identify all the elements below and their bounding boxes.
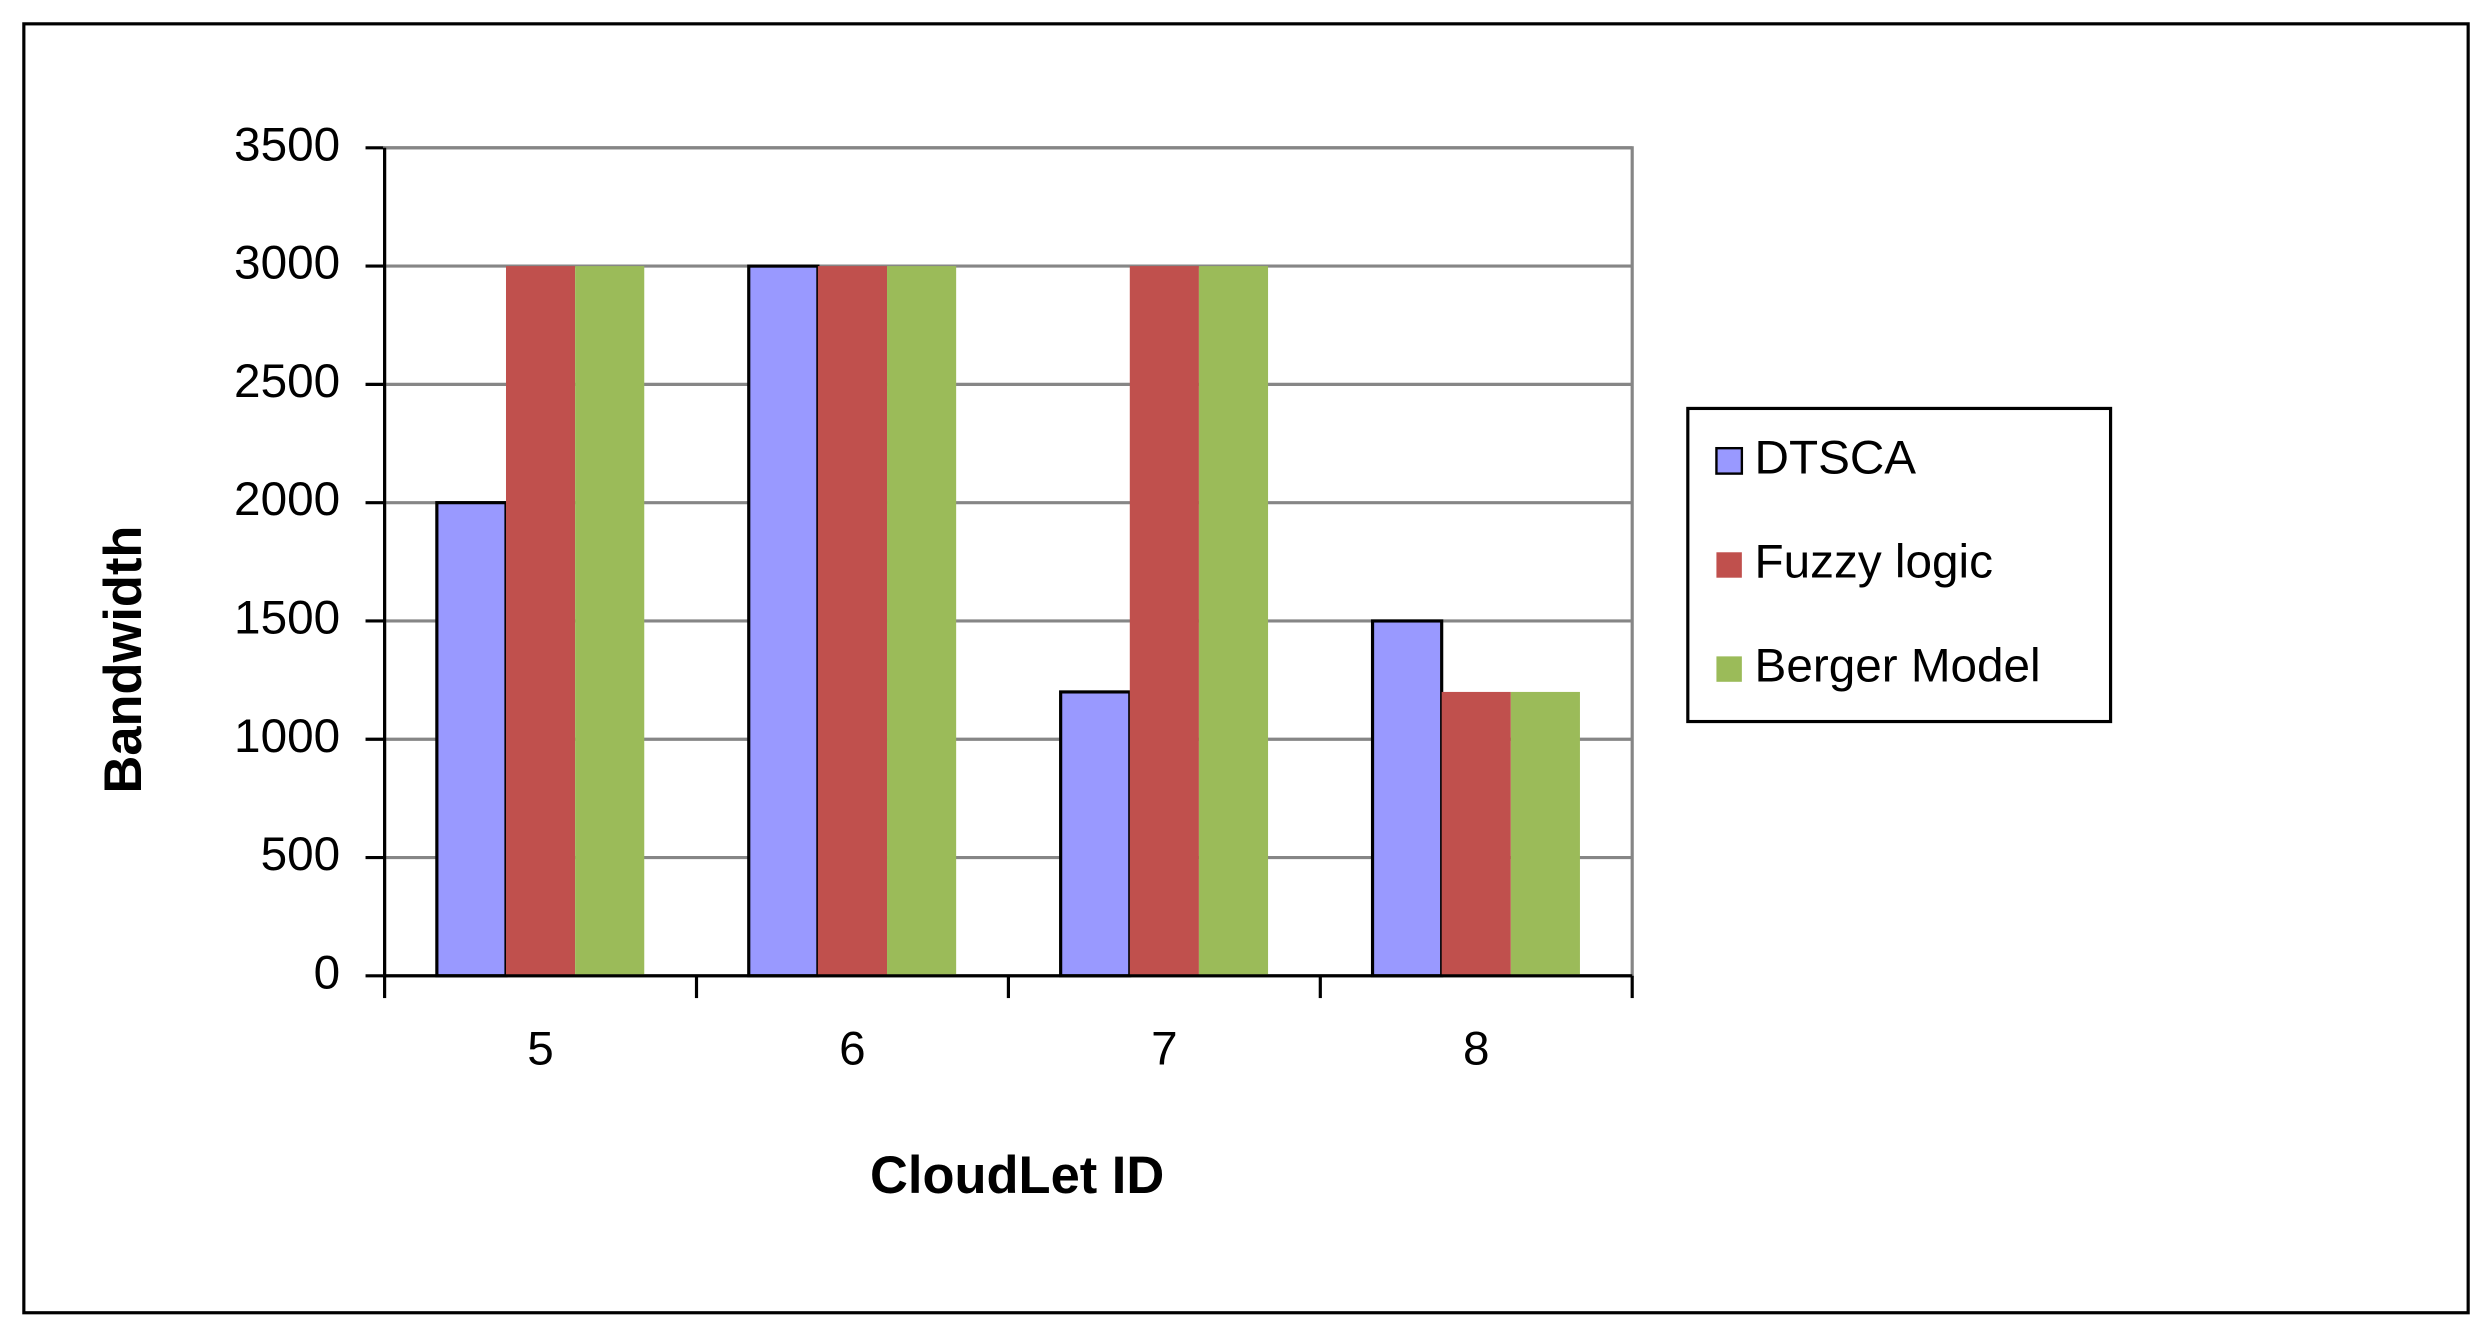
y-tick-label: 1000 <box>234 710 340 763</box>
bar <box>1129 266 1199 976</box>
x-tick-label: 6 <box>839 1023 866 1076</box>
x-tick-label: 8 <box>1463 1023 1490 1076</box>
bar <box>1510 691 1580 976</box>
bar <box>747 264 820 978</box>
y-tick-label: 2000 <box>234 473 340 526</box>
legend-box <box>1686 406 2113 724</box>
legend-label: DTSCA <box>1755 431 1917 484</box>
x-tick-label: 5 <box>527 1023 554 1076</box>
bar <box>1370 619 1444 978</box>
legend-swatch <box>1716 656 1742 682</box>
legend-label: Berger Model <box>1755 640 2041 693</box>
y-tick-label: 0 <box>314 946 341 999</box>
y-axis-label: Bandwidth <box>95 526 153 794</box>
y-tick-label: 500 <box>261 828 341 881</box>
bar <box>1059 690 1132 978</box>
y-tick-label: 3000 <box>234 237 340 290</box>
bar <box>817 266 888 976</box>
bar <box>887 266 957 976</box>
bar <box>1198 266 1269 976</box>
x-axis-label: CloudLet ID <box>870 1147 1164 1205</box>
legend-label: Fuzzy logic <box>1755 536 1993 589</box>
x-tick-label: 7 <box>1151 1023 1178 1076</box>
y-tick-label: 1500 <box>234 592 340 645</box>
bar <box>1441 691 1511 976</box>
legend-swatch <box>1715 446 1744 475</box>
legend-swatch <box>1716 552 1742 578</box>
bar <box>435 501 508 978</box>
bar <box>505 266 576 976</box>
y-tick-label: 2500 <box>234 355 340 408</box>
bar <box>575 266 645 976</box>
y-tick-label: 3500 <box>234 118 340 171</box>
